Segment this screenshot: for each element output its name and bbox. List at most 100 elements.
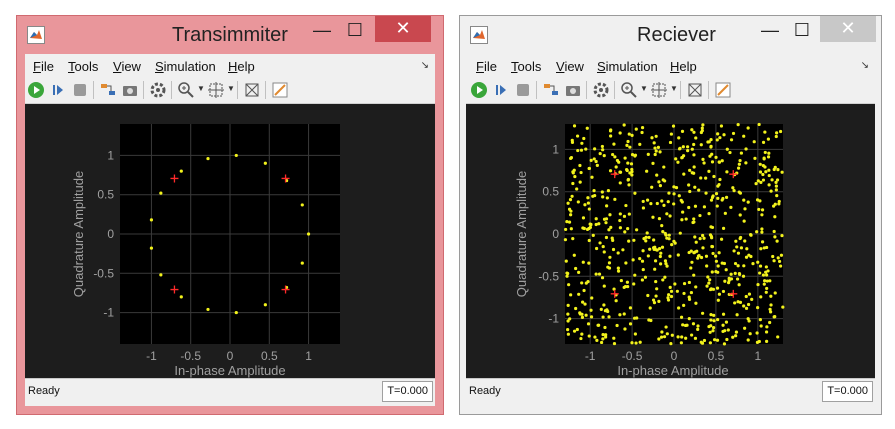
transmitter-window[interactable]: Transimmiter — ☐ ✕ File Tools View Simul… (16, 15, 444, 415)
symbol-point (760, 230, 764, 234)
symbol-point (758, 264, 763, 268)
zoom-in-icon[interactable] (620, 81, 638, 99)
menu-view[interactable]: View (113, 59, 141, 74)
symbol-point (669, 294, 674, 299)
receiver-window[interactable]: Reciever — ☐ ✕ File Tools View Simulatio… (459, 15, 882, 415)
menu-help[interactable]: Help (228, 59, 255, 74)
symbol-point (633, 273, 637, 277)
menu-file[interactable]: File (33, 59, 54, 74)
run-icon[interactable] (470, 81, 488, 99)
chevron-down-icon[interactable]: ▼ (670, 84, 678, 93)
stop-icon[interactable] (514, 81, 532, 99)
menu-undock-icon[interactable]: ↘ (860, 60, 869, 71)
settings-icon[interactable] (149, 81, 167, 99)
pan-zoom-icon[interactable] (650, 81, 668, 99)
signal-config-icon[interactable] (542, 81, 560, 99)
symbol-point (623, 230, 627, 234)
close-button[interactable]: ✕ (375, 16, 431, 42)
symbol-point (598, 241, 602, 245)
symbol-point (758, 199, 762, 203)
symbol-point (601, 195, 605, 199)
menu-tools[interactable]: Tools (68, 59, 99, 74)
minimize-button[interactable]: — (761, 20, 779, 40)
snapshot-icon[interactable] (121, 81, 139, 99)
symbol-point (601, 244, 605, 249)
style-icon[interactable] (271, 81, 289, 99)
autoscale-icon[interactable] (243, 81, 261, 99)
maximize-button[interactable]: ☐ (793, 20, 811, 40)
constellation-plot[interactable]: -1 -0.5 0 0.5 1 1 0.5 0 -0.5 -1 Quadrature Amplit… (466, 104, 877, 382)
symbol-point (743, 326, 747, 330)
symbol-point (752, 140, 756, 144)
symbol-point (732, 249, 736, 253)
minimize-button[interactable]: — (313, 20, 331, 40)
menu-help[interactable]: Help (670, 59, 697, 74)
symbol-point (763, 279, 767, 283)
symbol-point (699, 176, 703, 180)
menu-bar: File Tools View Simulation Help ↘ (466, 54, 875, 76)
symbol-point (633, 191, 637, 195)
symbol-point (731, 131, 736, 136)
constellation-plot[interactable]: -1 -0.5 0 0.5 1 1 0.5 0 -0.5 -1 Quadrature Amplit… (25, 104, 437, 382)
menu-undock-icon[interactable]: ↘ (420, 60, 429, 71)
autoscale-icon[interactable] (686, 81, 704, 99)
symbol-point (604, 335, 608, 339)
symbol-point (760, 227, 764, 231)
zoom-in-icon[interactable] (177, 81, 195, 99)
symbol-point (648, 306, 652, 310)
maximize-button[interactable]: ☐ (346, 20, 364, 40)
symbol-point (659, 251, 663, 255)
symbol-point (759, 180, 763, 184)
symbol-point (659, 335, 664, 339)
pan-zoom-icon[interactable] (207, 81, 225, 99)
status-bar: Ready T=0.000 (466, 378, 875, 406)
title-bar[interactable]: Transimmiter — ☐ ✕ (17, 16, 443, 54)
step-forward-icon[interactable] (49, 81, 67, 99)
menu-tools[interactable]: Tools (511, 59, 542, 74)
symbol-point (733, 301, 737, 305)
symbol-point (772, 204, 776, 208)
chevron-down-icon[interactable]: ▼ (640, 84, 648, 93)
symbol-point (584, 313, 588, 317)
symbol-point (566, 328, 570, 332)
chevron-down-icon[interactable]: ▼ (227, 84, 235, 93)
signal-config-icon[interactable] (99, 81, 117, 99)
symbol-point (674, 186, 679, 190)
symbol-point (582, 288, 586, 293)
symbol-point (676, 253, 680, 257)
matlab-icon (27, 26, 45, 44)
stop-icon[interactable] (71, 81, 89, 99)
snapshot-icon[interactable] (564, 81, 582, 99)
title-bar[interactable]: Reciever — ☐ ✕ (460, 16, 881, 54)
symbol-point (618, 131, 622, 135)
symbol-point (661, 278, 665, 282)
symbol-point (717, 182, 721, 187)
symbol-point (769, 294, 773, 298)
menu-simulation[interactable]: Simulation (597, 59, 658, 74)
symbol-point (666, 200, 670, 204)
symbol-point (773, 235, 777, 239)
symbol-point (686, 145, 690, 149)
symbol-point (733, 261, 738, 266)
settings-icon[interactable] (592, 81, 610, 99)
reference-marker (729, 170, 738, 179)
chevron-down-icon[interactable]: ▼ (197, 84, 205, 93)
symbol-point (590, 175, 594, 179)
symbol-point (609, 134, 613, 138)
symbol-point (736, 264, 740, 268)
symbol-point (627, 212, 631, 216)
symbol-point (577, 270, 581, 274)
close-button[interactable]: ✕ (820, 16, 876, 42)
step-forward-icon[interactable] (492, 81, 510, 99)
menu-file[interactable]: File (476, 59, 497, 74)
menu-view[interactable]: View (556, 59, 584, 74)
symbol-point (756, 179, 760, 183)
symbol-point (759, 247, 763, 251)
run-icon[interactable] (27, 81, 45, 99)
symbol-point (602, 217, 607, 221)
symbol-point (651, 298, 656, 302)
symbol-point (687, 183, 691, 187)
style-icon[interactable] (714, 81, 732, 99)
menu-simulation[interactable]: Simulation (155, 59, 216, 74)
symbol-point (744, 161, 748, 165)
